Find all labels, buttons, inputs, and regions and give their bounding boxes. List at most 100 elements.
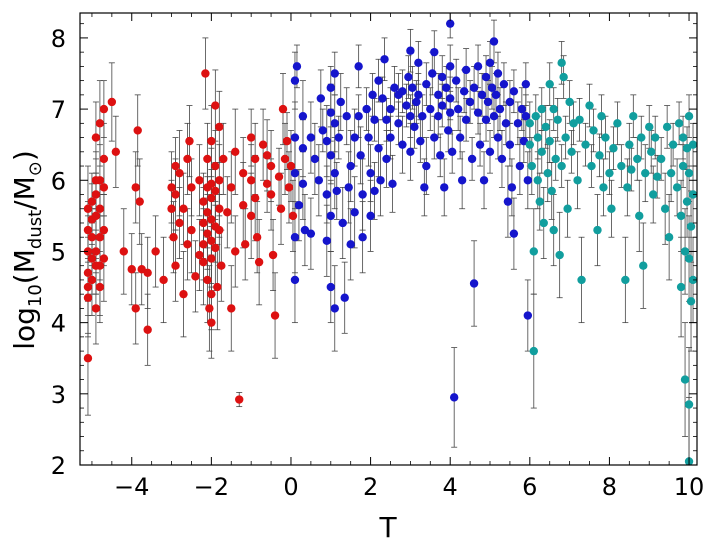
data-point xyxy=(505,97,515,107)
data-point xyxy=(290,233,300,242)
data-point xyxy=(575,115,584,124)
data-point xyxy=(246,211,256,221)
data-point xyxy=(485,147,495,157)
data-point xyxy=(501,119,511,128)
data-point xyxy=(246,133,256,142)
data-point xyxy=(666,168,676,178)
data-point xyxy=(535,197,544,206)
data-point xyxy=(469,279,479,288)
data-point xyxy=(87,233,97,242)
data-point xyxy=(557,58,566,68)
plot-frame xyxy=(79,12,698,466)
data-point xyxy=(179,289,188,299)
data-point xyxy=(169,233,178,242)
data-point xyxy=(461,65,471,75)
data-point xyxy=(207,236,216,245)
data-point xyxy=(91,133,101,142)
data-point xyxy=(465,97,475,107)
data-point xyxy=(553,115,562,124)
data-point xyxy=(99,104,109,114)
data-point xyxy=(322,190,331,199)
data-point xyxy=(95,176,105,185)
data-point xyxy=(647,147,656,157)
data-point xyxy=(525,140,535,149)
data-point xyxy=(639,261,648,270)
data-point xyxy=(284,183,294,192)
data-points xyxy=(83,19,698,466)
data-point xyxy=(87,197,97,206)
data-point xyxy=(270,311,280,320)
data-point xyxy=(179,204,188,213)
data-point xyxy=(567,147,576,157)
y-tick-label: 7 xyxy=(51,96,66,124)
data-point xyxy=(491,90,501,100)
data-point xyxy=(171,190,180,199)
y-tick-label: 2 xyxy=(51,452,66,480)
data-point xyxy=(485,58,495,68)
data-point xyxy=(676,282,686,292)
data-point xyxy=(394,119,403,128)
data-point xyxy=(523,311,533,320)
data-point xyxy=(577,275,586,285)
data-point xyxy=(493,69,503,78)
data-point xyxy=(521,112,531,121)
x-tick-label: 10 xyxy=(674,473,705,501)
data-point xyxy=(358,190,367,199)
data-point xyxy=(306,229,316,238)
data-point xyxy=(213,282,222,292)
data-point xyxy=(235,395,244,404)
data-point xyxy=(678,133,688,142)
data-point xyxy=(326,211,335,221)
data-point xyxy=(479,176,489,185)
data-point xyxy=(555,250,564,260)
data-point xyxy=(672,183,682,192)
data-point xyxy=(298,144,308,153)
data-point xyxy=(477,90,487,100)
data-point xyxy=(332,186,341,196)
data-point xyxy=(171,161,180,171)
data-point xyxy=(467,154,477,164)
axes xyxy=(79,12,698,466)
data-point xyxy=(356,151,365,160)
data-point xyxy=(87,275,97,285)
data-point xyxy=(350,208,359,217)
y-tick-label: 5 xyxy=(51,238,66,266)
x-axis-label: T xyxy=(378,511,397,542)
data-point xyxy=(203,208,212,217)
data-point xyxy=(541,122,550,132)
data-point xyxy=(664,233,674,242)
data-point xyxy=(171,261,180,270)
data-point xyxy=(191,272,200,281)
data-point xyxy=(561,133,570,142)
x-tick-label: 2 xyxy=(363,473,378,501)
data-point xyxy=(537,104,546,114)
data-point xyxy=(656,154,666,164)
y-tick-label: 4 xyxy=(51,310,66,338)
data-point xyxy=(246,176,256,185)
data-point xyxy=(509,229,519,238)
data-point xyxy=(330,69,339,78)
data-point xyxy=(294,200,304,210)
data-point xyxy=(438,72,447,82)
data-point xyxy=(239,200,248,210)
data-point xyxy=(420,183,429,192)
data-point xyxy=(131,304,140,313)
data-point xyxy=(651,133,660,142)
data-point xyxy=(199,218,208,228)
data-point xyxy=(503,197,513,206)
data-point xyxy=(258,140,268,149)
data-point xyxy=(326,151,335,160)
data-point xyxy=(446,108,455,117)
data-point xyxy=(87,254,97,263)
data-point xyxy=(223,208,232,217)
data-point xyxy=(83,293,93,302)
data-point xyxy=(306,133,316,142)
data-point xyxy=(274,172,284,181)
data-point xyxy=(185,136,194,146)
data-point xyxy=(167,183,176,192)
data-point xyxy=(641,168,650,178)
data-point xyxy=(183,240,192,249)
data-point xyxy=(330,168,339,178)
data-point xyxy=(254,257,264,267)
data-point xyxy=(199,240,208,249)
